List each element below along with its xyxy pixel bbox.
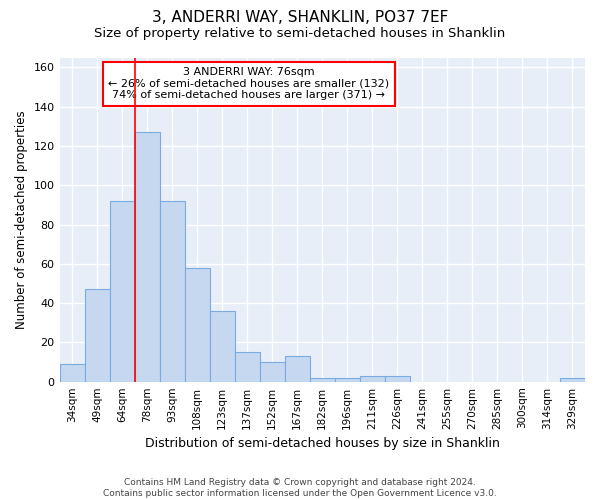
Bar [209, 311, 235, 382]
Bar [185, 268, 209, 382]
Text: 3, ANDERRI WAY, SHANKLIN, PO37 7EF: 3, ANDERRI WAY, SHANKLIN, PO37 7EF [152, 10, 448, 25]
Bar [335, 378, 360, 382]
Bar [285, 356, 310, 382]
Bar [385, 376, 410, 382]
Bar [59, 364, 85, 382]
Bar [235, 352, 260, 382]
X-axis label: Distribution of semi-detached houses by size in Shanklin: Distribution of semi-detached houses by … [145, 437, 500, 450]
Bar [310, 378, 335, 382]
Y-axis label: Number of semi-detached properties: Number of semi-detached properties [15, 110, 28, 329]
Bar [560, 378, 585, 382]
Bar [160, 201, 185, 382]
Text: Contains HM Land Registry data © Crown copyright and database right 2024.
Contai: Contains HM Land Registry data © Crown c… [103, 478, 497, 498]
Bar [260, 362, 285, 382]
Bar [110, 201, 134, 382]
Bar [134, 132, 160, 382]
Bar [85, 290, 110, 382]
Text: 3 ANDERRI WAY: 76sqm
← 26% of semi-detached houses are smaller (132)
74% of semi: 3 ANDERRI WAY: 76sqm ← 26% of semi-detac… [108, 67, 389, 100]
Bar [360, 376, 385, 382]
Text: Size of property relative to semi-detached houses in Shanklin: Size of property relative to semi-detach… [94, 28, 506, 40]
